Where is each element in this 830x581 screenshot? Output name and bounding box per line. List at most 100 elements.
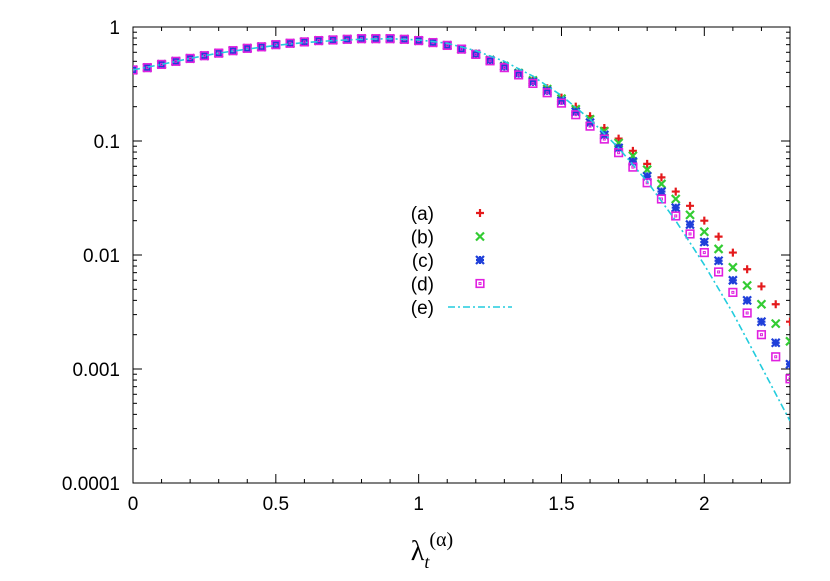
series-c-point bbox=[556, 96, 567, 106]
series-c-point bbox=[628, 156, 638, 167]
series-d-point bbox=[713, 267, 724, 277]
series-d-point bbox=[585, 121, 595, 131]
series-c-point bbox=[713, 255, 724, 266]
series-d-point bbox=[742, 308, 752, 318]
legend-swatch bbox=[475, 255, 485, 265]
series-d-point bbox=[756, 330, 767, 340]
tick-labels: 0 0.5 1 1.5 2 0.0001 0.001 0.01 0.1 1 bbox=[62, 18, 710, 515]
x-axis-label-sup: (α) bbox=[429, 529, 453, 551]
legend-label: (b) bbox=[411, 228, 434, 249]
series-b-point bbox=[685, 210, 695, 220]
legend-label: (a) bbox=[411, 204, 434, 225]
series-c-point bbox=[428, 37, 438, 48]
series-b-point bbox=[785, 336, 790, 347]
series-c-point bbox=[742, 295, 752, 306]
series-d-point bbox=[299, 37, 309, 47]
series-c-point bbox=[142, 62, 153, 73]
series-c-point bbox=[785, 359, 790, 370]
series-d-point bbox=[671, 211, 681, 221]
y-tick-label: 0.001 bbox=[72, 360, 120, 381]
x-axis-label-base: λ bbox=[411, 536, 425, 567]
y-tick-label: 1 bbox=[109, 18, 120, 39]
series-b-point bbox=[728, 262, 738, 273]
series-c-point bbox=[185, 53, 195, 64]
legend-label: (d) bbox=[411, 275, 434, 296]
series-d-point bbox=[499, 63, 509, 73]
series-d-point bbox=[699, 247, 709, 258]
series-a-point bbox=[714, 232, 723, 241]
series-c-point bbox=[442, 40, 452, 51]
series-c-point bbox=[328, 35, 338, 45]
series-a-point bbox=[643, 159, 652, 168]
series-c-point bbox=[656, 186, 667, 197]
series-d-point bbox=[785, 374, 790, 384]
series-a-point bbox=[614, 134, 623, 143]
legend: (a) (b)(c) (d)(e) bbox=[411, 204, 512, 319]
series-c-point bbox=[456, 44, 467, 54]
x-tick-label: 0 bbox=[128, 494, 139, 515]
y-tick-label: 0.0001 bbox=[62, 474, 120, 495]
series-d-point bbox=[685, 229, 695, 239]
series-c-point bbox=[528, 77, 538, 87]
series-a-point bbox=[671, 187, 680, 196]
x-tick-label: 0.5 bbox=[263, 494, 289, 515]
series-d-point bbox=[542, 88, 552, 98]
series-d-point bbox=[485, 56, 495, 66]
series-a-point bbox=[771, 300, 780, 309]
series-c-point bbox=[642, 171, 652, 182]
x-tick-label: 2 bbox=[699, 494, 710, 515]
y-tick-label: 0.01 bbox=[83, 246, 120, 267]
series-c-point bbox=[728, 275, 738, 286]
x-axis-label: λt(α) bbox=[411, 529, 453, 572]
series-d-point bbox=[442, 40, 452, 50]
series-c-point bbox=[699, 237, 710, 247]
legend-swatch bbox=[475, 231, 485, 242]
series-c-point bbox=[570, 107, 581, 117]
series-b-point bbox=[699, 226, 710, 237]
series-a-point bbox=[628, 146, 637, 155]
series-d-point bbox=[528, 78, 538, 89]
series-c-point bbox=[213, 48, 224, 58]
series-c-point bbox=[313, 35, 324, 46]
series-c-point bbox=[199, 50, 210, 61]
series-b-point bbox=[713, 244, 724, 254]
series-c-point bbox=[756, 316, 767, 327]
x-tick-label: 1 bbox=[413, 494, 424, 515]
series-c-point bbox=[685, 219, 695, 230]
series-c-point bbox=[285, 38, 295, 49]
series-d-point bbox=[456, 44, 467, 54]
series-d-point bbox=[514, 70, 524, 80]
series-a-point bbox=[686, 201, 695, 210]
series-b-point bbox=[656, 179, 667, 189]
series-a-point bbox=[786, 317, 790, 326]
series-a-point bbox=[700, 216, 709, 225]
series-c-point bbox=[299, 37, 310, 47]
series-a-point bbox=[657, 173, 666, 182]
series-b-point bbox=[770, 318, 781, 329]
series-d-point bbox=[556, 98, 567, 108]
x-tick-label: 1.5 bbox=[548, 494, 574, 515]
plot-frame bbox=[132, 26, 791, 484]
series-c-point bbox=[770, 337, 781, 348]
series-d-point bbox=[571, 110, 581, 120]
series-c-point bbox=[171, 56, 181, 67]
tick-marks bbox=[132, 26, 790, 484]
series-d-point bbox=[599, 134, 609, 144]
series-d-point bbox=[728, 287, 738, 297]
series-c-point bbox=[542, 86, 552, 96]
series-b-point bbox=[756, 299, 767, 310]
series-a-point bbox=[743, 265, 752, 274]
legend-label: (c) bbox=[412, 251, 434, 272]
series-a-point bbox=[728, 248, 737, 257]
series-d-point bbox=[771, 352, 781, 362]
series-c-point bbox=[471, 49, 481, 59]
series-c-point bbox=[485, 55, 495, 66]
data-marks bbox=[133, 33, 790, 422]
series-b-point bbox=[742, 280, 752, 291]
legend-label: (e) bbox=[411, 298, 434, 319]
series-e-line bbox=[133, 37, 790, 422]
legend-swatch bbox=[475, 278, 485, 289]
series-b-point bbox=[670, 194, 681, 204]
legend-swatch bbox=[476, 209, 484, 217]
